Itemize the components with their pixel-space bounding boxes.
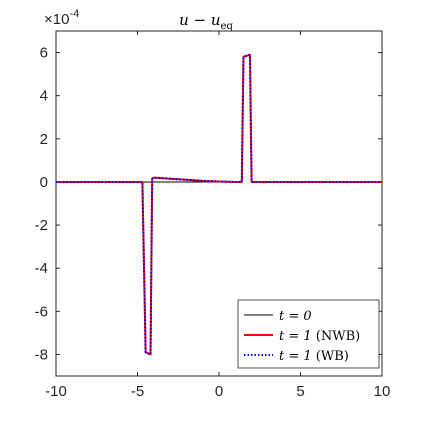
legend: t = 0 t = 1 (NWB) t = 1 (WB)	[237, 299, 380, 369]
y-tick-label: -2	[35, 217, 48, 234]
legend-label-2: t = 1 (WB)	[279, 349, 349, 364]
y-tick-label: -8	[35, 346, 48, 363]
chart-title: u − ueq	[179, 11, 233, 32]
y-scale-exponent: -4	[69, 8, 79, 20]
y-tick-label: -6	[35, 303, 48, 320]
y-tick-label: 2	[40, 131, 48, 148]
legend-label-1-math: t = 1	[279, 329, 312, 344]
x-tick-label: 5	[296, 383, 304, 400]
legend-label-2-suffix: (WB)	[312, 349, 349, 364]
chart-title-main: u − u	[179, 11, 220, 29]
y-tick-label: 6	[40, 45, 48, 62]
y-tick-label: 0	[40, 174, 48, 191]
legend-label-2-math: t = 1	[279, 349, 312, 364]
y-scale-base: ×10	[44, 11, 69, 28]
tick-labels: -10 -5 0 5 10 -8 -6 -4 -2 0 2 4 6	[35, 45, 391, 400]
y-tick-label: -4	[35, 260, 48, 277]
x-tick-label: 0	[215, 383, 223, 400]
y-tick-label: 4	[40, 88, 48, 105]
legend-label-1-suffix: (NWB)	[312, 329, 361, 344]
legend-label-1: t = 1 (NWB)	[279, 329, 360, 344]
series-lines	[56, 53, 382, 356]
chart-title-sub: eq	[221, 21, 234, 32]
y-scale-label: ×10-4	[44, 8, 79, 28]
x-tick-label: -5	[131, 383, 144, 400]
x-tick-label: -10	[45, 383, 67, 400]
legend-label-0-math: t = 0	[279, 309, 312, 324]
x-tick-label: 10	[374, 383, 391, 400]
series-line-2	[56, 53, 382, 356]
legend-label-0: t = 0	[279, 309, 312, 324]
